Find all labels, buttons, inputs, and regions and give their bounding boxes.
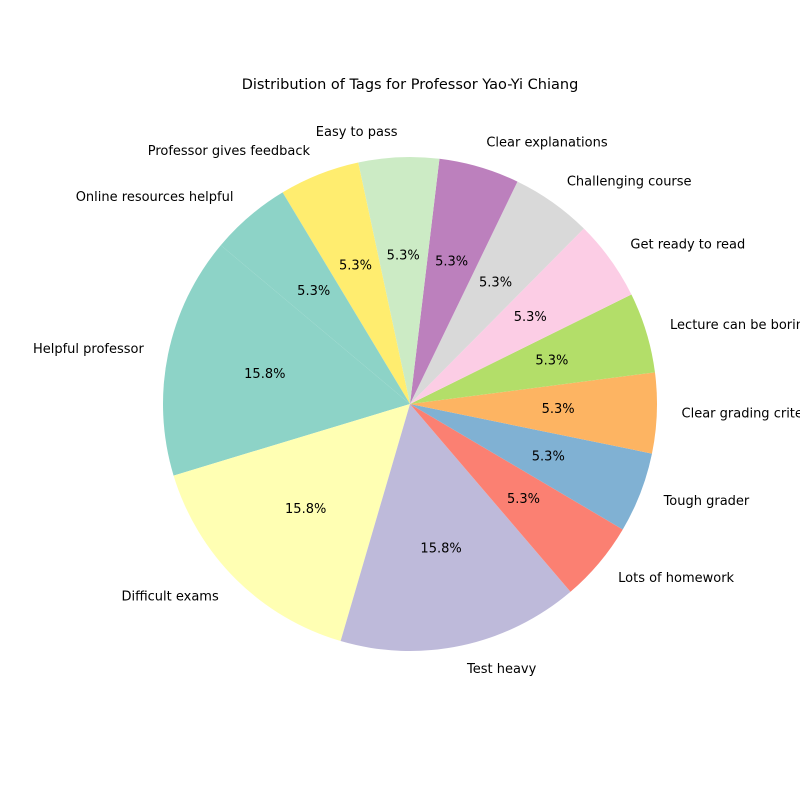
slice-percent-label: 5.3% xyxy=(507,492,540,507)
slice-percent-label: 5.3% xyxy=(479,275,512,290)
slice-percent-label: 15.8% xyxy=(244,367,285,382)
slice-category-label: Lots of homework xyxy=(618,571,734,586)
slice-category-label: Tough grader xyxy=(663,494,750,509)
pie-slice xyxy=(410,372,657,454)
slice-percent-label: 5.3% xyxy=(542,402,575,417)
slice-category-label: Online resources helpful xyxy=(76,190,234,205)
slice-category-label: Test heavy xyxy=(466,662,537,677)
pie-slice xyxy=(173,404,410,642)
slice-category-label: Helpful professor xyxy=(33,342,145,357)
pie-slices xyxy=(163,157,657,652)
pie-slice xyxy=(410,404,623,592)
slice-percent-label: 5.3% xyxy=(514,310,547,325)
chart-title: Distribution of Tags for Professor Yao-Y… xyxy=(242,77,579,93)
slice-category-label: Clear explanations xyxy=(486,136,608,151)
pie-slice xyxy=(163,245,410,476)
pie-slice xyxy=(410,228,632,404)
slice-percent-label: 15.8% xyxy=(285,502,326,517)
slice-percent-label: 5.3% xyxy=(339,259,372,274)
slice-percent-label: 5.3% xyxy=(297,284,330,299)
pie-slice xyxy=(410,294,655,404)
slice-percent-label: 5.3% xyxy=(435,254,468,269)
slice-category-label: Difficult exams xyxy=(121,590,219,605)
pie-slice xyxy=(282,162,410,404)
slice-percent-label: 5.3% xyxy=(387,248,420,263)
slice-percent-label: 5.3% xyxy=(535,354,568,369)
pie-slice xyxy=(410,158,518,404)
slice-category-label: Clear grading criteria xyxy=(682,406,800,421)
pie-slice xyxy=(220,192,410,404)
slice-category-label: Easy to pass xyxy=(316,125,398,140)
slice-category-label: Lecture can be boring xyxy=(670,318,800,333)
category-labels: Helpful professor Difficult exams Test hea… xyxy=(33,125,800,677)
slice-category-label: Get ready to read xyxy=(630,238,745,253)
slice-percent-label: 15.8% xyxy=(420,541,461,556)
pie-slice xyxy=(410,181,584,404)
pie-slice xyxy=(340,404,571,652)
percent-labels: 15.8% 15.8% 15.8% 5.3% 5.3% 5.3% 5.3% 5.3% 5.3% 5… xyxy=(244,248,574,556)
pie-slice xyxy=(358,157,440,404)
slice-percent-label: 5.3% xyxy=(532,450,565,465)
slice-category-label: Challenging course xyxy=(567,175,692,190)
pie-slice xyxy=(410,404,652,530)
slice-category-label: Professor gives feedback xyxy=(148,144,311,159)
